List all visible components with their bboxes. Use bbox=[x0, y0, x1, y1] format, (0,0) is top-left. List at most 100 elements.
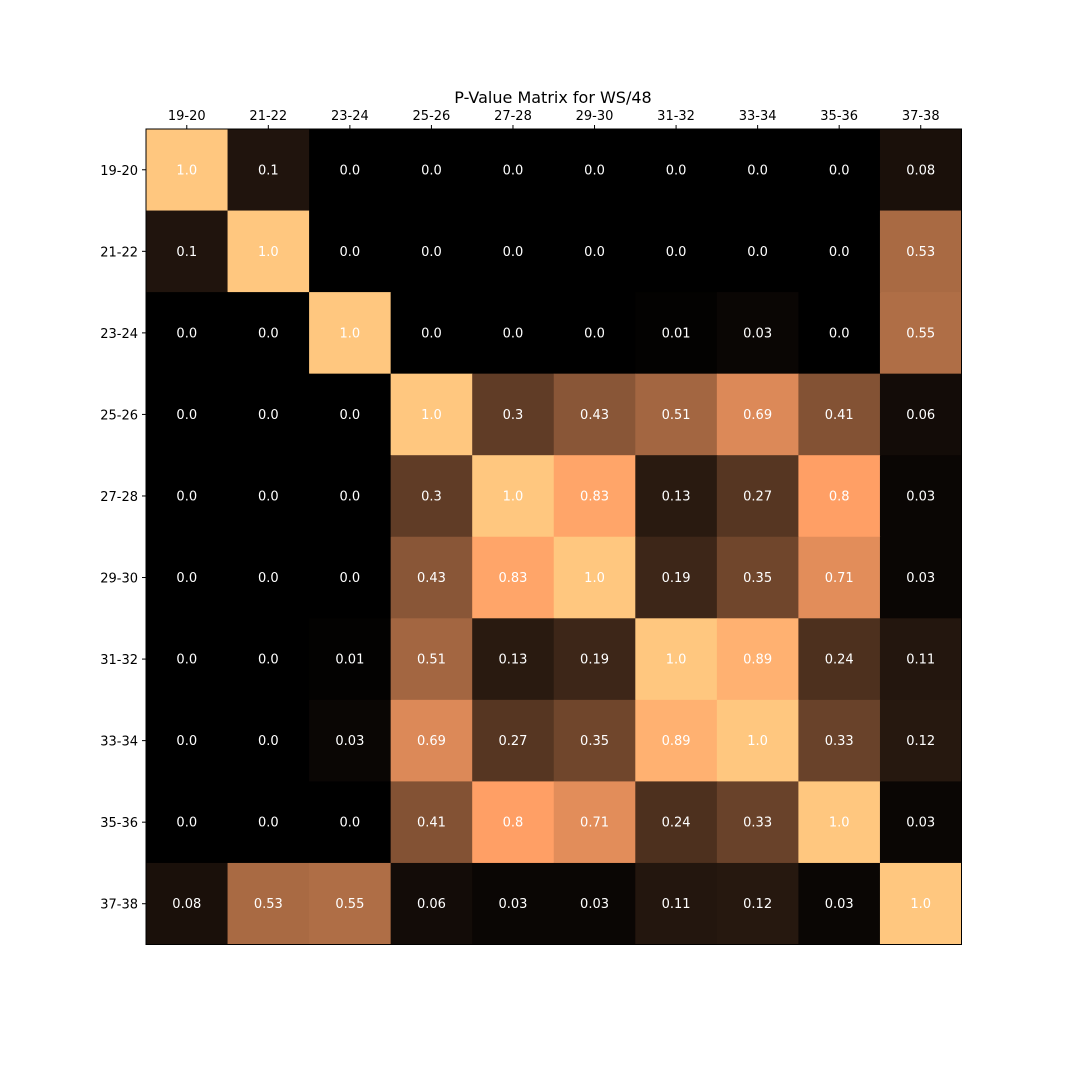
x-tick-label: 37-38 bbox=[902, 109, 940, 124]
cell-value-label: 0.0 bbox=[584, 245, 605, 260]
heatmap-cell bbox=[635, 862, 718, 945]
cell-value-label: 0.51 bbox=[417, 653, 446, 668]
heatmap-cell bbox=[635, 618, 718, 701]
cell-value-label: 0.0 bbox=[176, 571, 197, 586]
heatmap-cell bbox=[390, 210, 473, 293]
y-tick-label: 19-20 bbox=[100, 164, 138, 179]
heatmap-cell bbox=[635, 210, 718, 293]
cell-value-label: 0.55 bbox=[335, 897, 364, 912]
cell-value-label: 0.33 bbox=[743, 816, 772, 831]
heatmap-cell bbox=[227, 373, 310, 456]
cell-value-label: 0.03 bbox=[906, 489, 935, 504]
cell-value-label: 0.0 bbox=[340, 163, 361, 178]
cell-value-label: 0.0 bbox=[176, 489, 197, 504]
heatmap-cell bbox=[798, 129, 881, 212]
heatmap-cell bbox=[798, 699, 881, 782]
cell-value-label: 0.13 bbox=[662, 489, 691, 504]
heatmap-cell bbox=[879, 862, 962, 945]
heatmap-cell bbox=[146, 536, 229, 619]
y-axis-ticks: 19-20 21-22 23-24 25-26 27-28 29-30 31-32 33-34… bbox=[100, 164, 146, 913]
cell-value-label: 0.0 bbox=[340, 489, 361, 504]
cell-value-label: 0.06 bbox=[906, 408, 935, 423]
plot-frame bbox=[145, 128, 962, 945]
heatmap-cell bbox=[227, 292, 310, 375]
heatmap-cell bbox=[716, 536, 799, 619]
heatmap-cell bbox=[309, 536, 392, 619]
cell-value-label: 0.01 bbox=[335, 653, 364, 668]
heatmap-cell bbox=[472, 292, 555, 375]
heatmap-cell bbox=[390, 699, 473, 782]
cell-value-label: 0.53 bbox=[254, 897, 283, 912]
cell-value-label: 0.11 bbox=[906, 653, 935, 668]
cell-value-label: 0.24 bbox=[662, 816, 691, 831]
cell-value-label: 0.03 bbox=[498, 897, 527, 912]
heatmap-cell bbox=[390, 292, 473, 375]
cell-value-label: 0.0 bbox=[829, 245, 850, 260]
heatmap-cell bbox=[716, 862, 799, 945]
heatmap-cell bbox=[390, 536, 473, 619]
cell-value-label: 0.0 bbox=[340, 245, 361, 260]
heatmap-cell bbox=[879, 781, 962, 864]
cell-value-label: 0.03 bbox=[335, 734, 364, 749]
cell-value-label: 1.0 bbox=[258, 245, 279, 260]
y-tick-label: 23-24 bbox=[100, 327, 138, 342]
heatmap-cell bbox=[146, 699, 229, 782]
cell-value-label: 0.12 bbox=[906, 734, 935, 749]
cell-value-label: 0.0 bbox=[421, 245, 442, 260]
cell-value-label: 0.24 bbox=[825, 653, 854, 668]
cell-value-label: 1.0 bbox=[829, 816, 850, 831]
cell-value-label: 0.19 bbox=[662, 571, 691, 586]
cell-value-label: 0.0 bbox=[666, 245, 687, 260]
heatmap-cell bbox=[716, 455, 799, 538]
y-tick-label: 35-36 bbox=[100, 816, 138, 831]
heatmap-cell bbox=[635, 536, 718, 619]
heatmap-cell bbox=[146, 862, 229, 945]
heatmap-cell bbox=[635, 699, 718, 782]
cell-value-label: 1.0 bbox=[340, 326, 361, 341]
heatmap-cell bbox=[553, 536, 636, 619]
cell-value-label: 0.19 bbox=[580, 653, 609, 668]
y-tick-label: 21-22 bbox=[100, 245, 138, 260]
heatmap-cell bbox=[635, 455, 718, 538]
cell-value-label: 0.0 bbox=[584, 326, 605, 341]
cell-value-label: 0.35 bbox=[580, 734, 609, 749]
y-tick-label: 25-26 bbox=[100, 408, 138, 423]
heatmap-cell bbox=[553, 455, 636, 538]
cell-value-label: 0.0 bbox=[176, 734, 197, 749]
x-tick-label: 29-30 bbox=[576, 109, 614, 124]
heatmap-cell bbox=[309, 618, 392, 701]
cell-value-label: 0.0 bbox=[829, 163, 850, 178]
heatmap-cell bbox=[309, 373, 392, 456]
heatmap-cell bbox=[309, 781, 392, 864]
heatmap-cell bbox=[716, 129, 799, 212]
heatmap-cell bbox=[309, 862, 392, 945]
y-tick-label: 29-30 bbox=[100, 572, 138, 587]
heatmap-cell bbox=[553, 129, 636, 212]
heatmap-cell bbox=[146, 781, 229, 864]
cell-value-label: 0.03 bbox=[906, 816, 935, 831]
cell-value-label: 0.0 bbox=[258, 571, 279, 586]
cell-value-label: 0.55 bbox=[906, 326, 935, 341]
chart-title: P-Value Matrix for WS/48 bbox=[454, 88, 651, 107]
cell-value-label: 0.27 bbox=[743, 489, 772, 504]
heatmap-cell bbox=[553, 862, 636, 945]
heatmap-cell bbox=[227, 129, 310, 212]
heatmap-cell bbox=[390, 862, 473, 945]
cell-value-label: 0.08 bbox=[906, 163, 935, 178]
heatmap-cell bbox=[879, 536, 962, 619]
x-tick-label: 19-20 bbox=[168, 109, 206, 124]
heatmap-cell bbox=[146, 129, 229, 212]
cell-value-label: 0.0 bbox=[258, 408, 279, 423]
cell-value-label: 0.12 bbox=[743, 897, 772, 912]
cell-value-label: 0.69 bbox=[743, 408, 772, 423]
heatmap-cell bbox=[798, 373, 881, 456]
heatmap-cell bbox=[635, 129, 718, 212]
heatmap-cell bbox=[879, 129, 962, 212]
heatmap-cell bbox=[553, 210, 636, 293]
heatmap-cell bbox=[879, 699, 962, 782]
cell-value-label: 0.08 bbox=[172, 897, 201, 912]
cell-value-label: 0.0 bbox=[666, 163, 687, 178]
cell-value-label: 1.0 bbox=[503, 489, 524, 504]
x-tick-label: 21-22 bbox=[249, 109, 287, 124]
heatmap-cell bbox=[227, 210, 310, 293]
